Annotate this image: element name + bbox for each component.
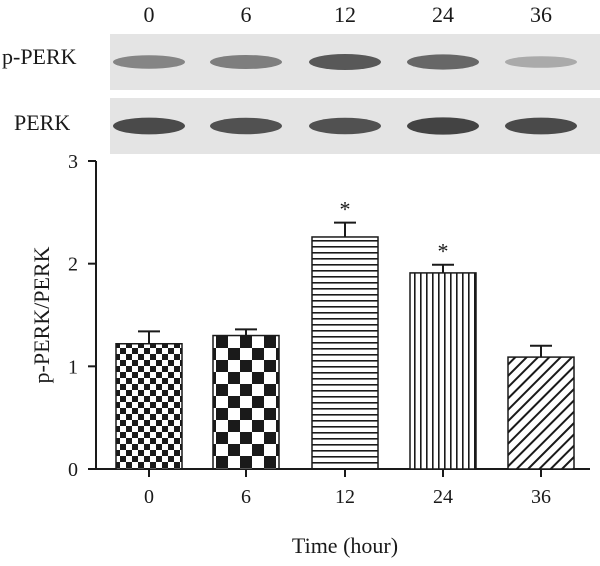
band: [505, 117, 577, 135]
band: [113, 117, 185, 135]
blot-strip-perk: [110, 98, 600, 154]
lane-label: 6: [240, 2, 252, 27]
bar: [311, 236, 379, 470]
lane-label: 36: [530, 2, 552, 27]
y-tick-label: 1: [68, 356, 78, 378]
x-tick-label: 0: [144, 486, 154, 508]
y-tick-label: 0: [68, 459, 78, 481]
x-tick-label: 24: [433, 486, 453, 508]
band: [407, 54, 479, 70]
significance-marker: *: [340, 197, 351, 222]
p-perk-bands: [113, 54, 577, 70]
x-tick-label: 12: [335, 486, 355, 508]
bar: [115, 342, 183, 470]
lane-label: 0: [143, 2, 155, 27]
x-tick-label: 6: [241, 486, 251, 508]
band: [309, 54, 381, 70]
blot-row-label-p-perk: p-PERK: [2, 44, 77, 69]
lane-label: 12: [334, 2, 356, 27]
x-axis-title: Time (hour): [292, 533, 398, 558]
band: [113, 55, 185, 69]
blot-strip-p-perk: [110, 34, 600, 90]
y-tick-label: 3: [68, 151, 78, 173]
bar: [409, 272, 477, 470]
band: [210, 117, 282, 135]
band: [407, 117, 479, 135]
band: [505, 56, 577, 68]
bar: [212, 334, 280, 470]
blot-row-label-perk: PERK: [14, 110, 71, 135]
band: [210, 55, 282, 69]
y-axis-title: p-PERK/PERK: [29, 246, 54, 383]
lane-label: 24: [432, 2, 454, 27]
x-tick-label: 36: [531, 486, 551, 508]
significance-marker: *: [438, 239, 449, 264]
band: [309, 117, 381, 135]
y-tick-label: 2: [68, 254, 78, 276]
bar: [507, 356, 575, 470]
perk-bands: [113, 117, 577, 135]
